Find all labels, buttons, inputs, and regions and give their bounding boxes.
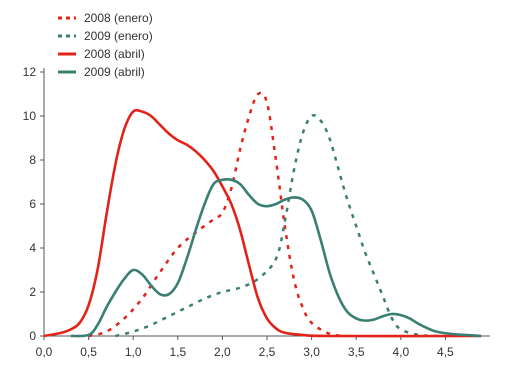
x-tick-label: 2,5 [259,345,276,359]
x-tick-label: 2,0 [214,345,231,359]
y-tick-label: 8 [29,153,36,167]
series-line-2009-abril [70,177,482,338]
legend-label: 2008 (enero) [84,11,153,25]
x-tick-label: 3,0 [303,345,320,359]
x-tick-label: 4,0 [392,345,409,359]
x-tick-label: 0,5 [80,345,97,359]
legend: 2008 (enero) 2009 (enero) 2008 (abril) 2009… [58,11,153,79]
series-layer [43,91,482,338]
legend-label: 2008 (abril) [84,47,145,61]
y-tick-label: 2 [29,285,36,299]
y-tick-label: 0 [29,329,36,343]
x-tick-label: 1,5 [169,345,186,359]
y-tick-label: 4 [29,241,36,255]
y-tick-label: 6 [29,197,36,211]
y-tick-label: 10 [23,109,37,123]
axes: 0 2 4 6 8 10 12 0,0 0,5 1,0 1,5 2,0 2,5 3,0 3,5 4,0 4,5 [23,65,490,359]
y-tick-label: 12 [23,65,37,79]
x-tick-label: 0,0 [36,345,53,359]
series-line-2008-abril [43,108,482,338]
series-line-2008-enero [88,91,348,338]
x-tick-label: 4,5 [437,345,454,359]
x-tick-label: 3,5 [348,345,365,359]
series-line-2009-enero [115,114,437,338]
legend-label: 2009 (enero) [84,29,153,43]
legend-label: 2009 (abril) [84,65,145,79]
x-tick-label: 1,0 [125,345,142,359]
